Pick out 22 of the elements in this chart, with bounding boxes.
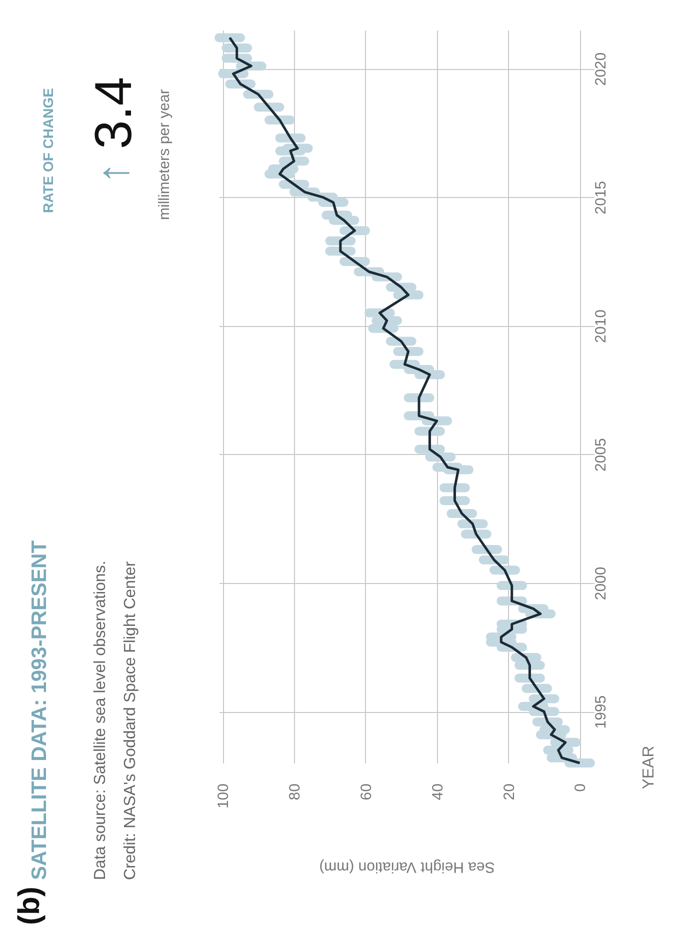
x-tick-label: 60	[358, 784, 375, 800]
x-tick-label: 80	[286, 784, 304, 800]
x-tick-label: 100	[215, 784, 232, 809]
text: SATELLITE DATA: 1993-PRESENT	[28, 540, 51, 880]
y-tick-label: 1995	[592, 695, 610, 729]
x-tick-label: 0	[572, 784, 590, 792]
x-tick-label: 40	[429, 784, 446, 800]
text: 3.4	[85, 76, 143, 150]
y-tick-label: 2020	[592, 52, 610, 86]
text: (b)	[13, 886, 46, 925]
source-note: Data source: Satellite sea level observations.	[92, 560, 109, 880]
y-axis-title: YEAR	[640, 746, 658, 790]
y-tick-label: 2005	[592, 438, 610, 472]
text: RATE OF CHANGE	[40, 88, 56, 213]
y-tick-label: 2010	[592, 310, 610, 343]
text: Credit: NASA's Goddard Space Flight Center	[122, 560, 139, 880]
y-tick-label: 2000	[592, 566, 610, 600]
x-tick-label: 20	[500, 784, 518, 800]
text: millimeters per year	[156, 89, 173, 220]
x-axis-title: Sea Height Variation (mm)	[319, 858, 495, 876]
y-tick-label: 2015	[592, 180, 610, 214]
text: ↑	[89, 162, 138, 184]
